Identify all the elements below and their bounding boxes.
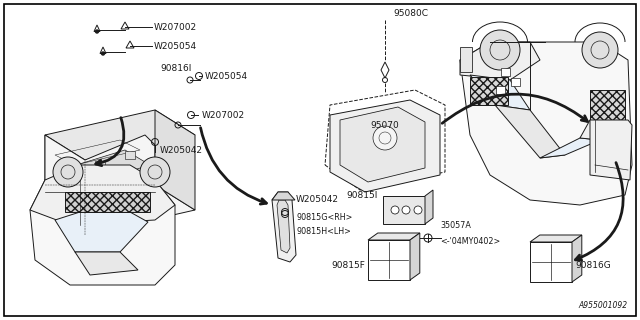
Polygon shape xyxy=(55,212,148,252)
Text: <-'04MY0402>: <-'04MY0402> xyxy=(440,236,500,245)
Circle shape xyxy=(424,234,432,242)
Polygon shape xyxy=(30,180,175,285)
Circle shape xyxy=(140,157,170,187)
Text: A955001092: A955001092 xyxy=(579,301,628,310)
Text: W205054: W205054 xyxy=(205,71,248,81)
Polygon shape xyxy=(75,252,138,275)
Bar xyxy=(125,151,135,159)
Polygon shape xyxy=(530,235,582,242)
Polygon shape xyxy=(45,110,195,160)
Circle shape xyxy=(480,30,520,70)
Polygon shape xyxy=(277,200,290,253)
Text: 90816G: 90816G xyxy=(575,260,611,269)
Text: 90815H<LH>: 90815H<LH> xyxy=(296,228,351,236)
Bar xyxy=(460,47,472,72)
Text: 90815G<RH>: 90815G<RH> xyxy=(296,212,353,221)
Bar xyxy=(368,240,410,280)
Circle shape xyxy=(414,206,422,214)
Polygon shape xyxy=(155,110,195,210)
Polygon shape xyxy=(330,100,440,192)
Text: 35057A: 35057A xyxy=(440,220,471,229)
Bar xyxy=(63,181,73,189)
Bar xyxy=(501,68,510,76)
Circle shape xyxy=(402,206,410,214)
Bar xyxy=(511,78,520,86)
Polygon shape xyxy=(470,75,530,110)
Polygon shape xyxy=(272,192,296,262)
Polygon shape xyxy=(460,42,632,205)
Circle shape xyxy=(95,30,99,33)
Text: W205042: W205042 xyxy=(160,146,203,155)
Text: W205054: W205054 xyxy=(154,42,197,51)
Polygon shape xyxy=(272,192,295,200)
Bar xyxy=(115,188,125,196)
Polygon shape xyxy=(410,233,420,280)
Circle shape xyxy=(373,126,397,150)
Polygon shape xyxy=(460,42,540,80)
Bar xyxy=(470,77,508,105)
Circle shape xyxy=(102,52,104,55)
Bar xyxy=(65,192,150,212)
Bar xyxy=(383,196,425,224)
Polygon shape xyxy=(580,120,625,140)
Polygon shape xyxy=(381,62,389,78)
Polygon shape xyxy=(572,235,582,282)
Polygon shape xyxy=(495,105,565,158)
Polygon shape xyxy=(45,135,195,235)
Circle shape xyxy=(582,32,618,68)
Text: 90816I: 90816I xyxy=(160,63,191,73)
Text: 90815I: 90815I xyxy=(347,190,378,199)
Bar xyxy=(496,86,505,94)
Polygon shape xyxy=(368,233,420,240)
Polygon shape xyxy=(45,135,85,235)
Bar xyxy=(590,90,625,125)
Polygon shape xyxy=(340,107,425,182)
Text: 95080C: 95080C xyxy=(393,9,428,18)
Text: 95070: 95070 xyxy=(370,121,399,130)
Bar xyxy=(85,196,95,204)
Polygon shape xyxy=(60,150,150,185)
Polygon shape xyxy=(590,120,632,180)
Circle shape xyxy=(53,157,83,187)
Text: W205042: W205042 xyxy=(296,196,339,204)
Bar xyxy=(530,242,572,282)
Bar xyxy=(95,161,105,169)
Circle shape xyxy=(391,206,399,214)
Text: 90815F: 90815F xyxy=(331,260,365,269)
Polygon shape xyxy=(425,190,433,224)
Text: W207002: W207002 xyxy=(154,22,197,31)
Polygon shape xyxy=(30,165,175,225)
Text: W207002: W207002 xyxy=(202,110,245,119)
Polygon shape xyxy=(540,138,600,158)
